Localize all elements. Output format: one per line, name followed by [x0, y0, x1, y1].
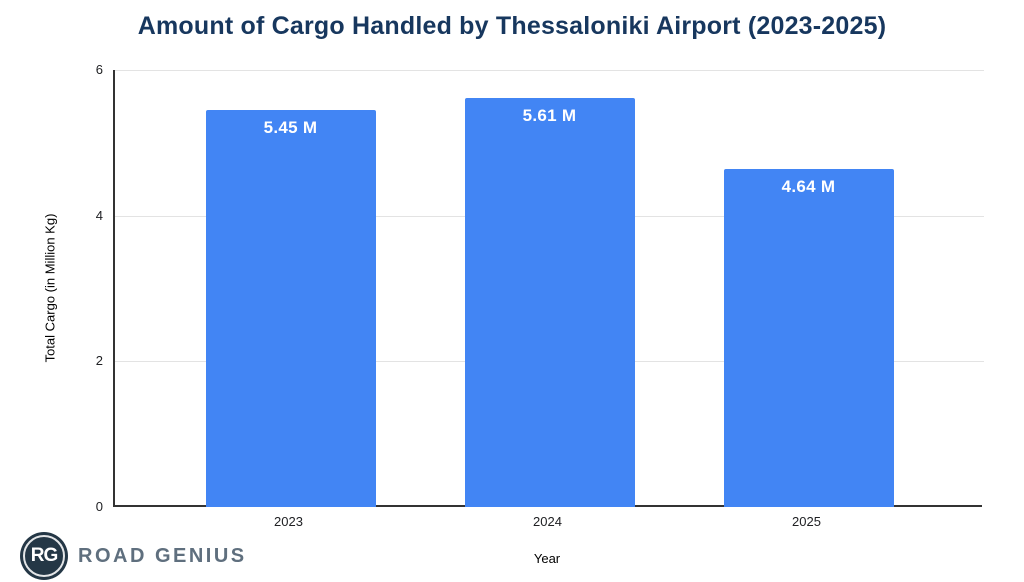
brand-name: ROAD GENIUS: [78, 544, 247, 567]
y-axis-tick-label-2: 2: [95, 353, 103, 369]
plot-area: 5.45 M 5.61 M 4.64 M: [113, 70, 984, 507]
y-axis-tick-label-4: 4: [95, 207, 103, 223]
rg-monogram: RG: [30, 545, 58, 566]
bar-2025: 4.64 M: [723, 169, 894, 507]
chart-title: Amount of Cargo Handled by Thessaloniki …: [137, 12, 887, 40]
rg-logo-icon: RG: [20, 532, 68, 580]
gridline-y-6: [115, 70, 984, 71]
x-axis-tick-label-2025: 2025: [792, 514, 821, 529]
bar-2024: 5.61 M: [464, 98, 635, 507]
y-axis-title: Total Cargo (in Million Kg): [42, 213, 58, 363]
bar-value-label-2025: 4.64 M: [781, 177, 836, 197]
bar-value-label-2024: 5.61 M: [522, 106, 577, 126]
bar-value-label-2023: 5.45 M: [263, 118, 318, 138]
y-axis-tick-label-0: 0: [95, 499, 103, 514]
y-axis-tick-label-6: 6: [95, 62, 103, 77]
bar-2023: 5.45 M: [205, 110, 376, 507]
x-axis-tick-label-2023: 2023: [274, 514, 303, 529]
brand-logo: RG ROAD GENIUS: [20, 532, 247, 580]
x-axis-tick-label-2024: 2024: [533, 514, 562, 529]
x-axis-title: Year: [533, 551, 561, 566]
